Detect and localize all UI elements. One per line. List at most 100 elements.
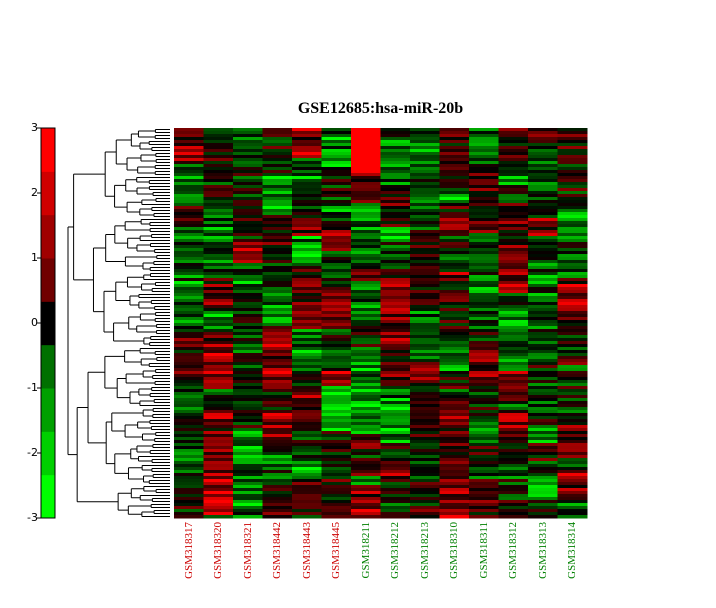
colorbar-segment xyxy=(41,171,55,216)
heatmap-cell xyxy=(498,305,529,309)
heatmap-cell xyxy=(262,461,293,465)
heatmap-cell xyxy=(292,419,323,423)
heatmap-cell xyxy=(292,239,323,243)
heatmap-cell xyxy=(557,494,588,498)
heatmap-cell xyxy=(557,464,588,468)
heatmap-cell xyxy=(262,317,293,321)
heatmap-cell xyxy=(498,224,529,228)
heatmap-cell xyxy=(528,248,559,252)
heatmap-cell xyxy=(380,347,411,351)
heatmap-cell xyxy=(557,503,588,507)
heatmap-cell xyxy=(557,242,588,246)
heatmap-cell xyxy=(351,476,382,480)
heatmap-cell xyxy=(262,416,293,420)
heatmap-cell xyxy=(292,512,323,516)
heatmap-cell xyxy=(469,338,500,342)
heatmap-cell xyxy=(203,161,234,165)
heatmap-cell xyxy=(380,317,411,321)
heatmap-cell xyxy=(557,404,588,408)
heatmap-cell xyxy=(203,221,234,225)
heatmap-cell xyxy=(233,164,264,168)
heatmap-cell xyxy=(557,284,588,288)
heatmap-cell xyxy=(498,482,529,486)
heatmap-cell xyxy=(439,305,470,309)
heatmap-cell xyxy=(233,494,264,498)
heatmap-cell xyxy=(203,263,234,267)
heatmap-cell xyxy=(528,311,559,315)
heatmap-cell xyxy=(321,413,352,417)
heatmap-cell xyxy=(557,185,588,189)
heatmap-cell xyxy=(439,392,470,396)
heatmap-cell xyxy=(498,164,529,168)
heatmap-cell xyxy=(174,506,205,510)
heatmap-cell xyxy=(469,311,500,315)
heatmap-cell xyxy=(174,260,205,264)
heatmap-cell xyxy=(528,251,559,255)
heatmap-cell xyxy=(321,197,352,201)
heatmap-cell xyxy=(557,140,588,144)
heatmap-cell xyxy=(351,275,382,279)
heatmap-cell xyxy=(439,311,470,315)
column-label: GSM318442 xyxy=(271,522,284,579)
colorbar-segment xyxy=(41,474,55,519)
heatmap-cell xyxy=(321,404,352,408)
heatmap-cell xyxy=(321,233,352,237)
heatmap-cell xyxy=(469,398,500,402)
heatmap-cell xyxy=(203,269,234,273)
heatmap-cell xyxy=(557,308,588,312)
heatmap-cell xyxy=(203,464,234,468)
heatmap-cell xyxy=(469,317,500,321)
heatmap-cell xyxy=(557,296,588,300)
heatmap-cell xyxy=(292,497,323,501)
heatmap-cell xyxy=(351,326,382,330)
heatmap-cell xyxy=(174,236,205,240)
heatmap-cell xyxy=(174,281,205,285)
heatmap-cell xyxy=(233,167,264,171)
heatmap-cell xyxy=(262,218,293,222)
colorbar-tick-label: -2 xyxy=(27,446,38,459)
heatmap-cell xyxy=(203,323,234,327)
heatmap-cell xyxy=(262,311,293,315)
heatmap-cell xyxy=(557,299,588,303)
heatmap-cell xyxy=(557,278,588,282)
heatmap-cell xyxy=(262,191,293,195)
heatmap-cell xyxy=(351,284,382,288)
heatmap-cell xyxy=(439,329,470,333)
heatmap-cell xyxy=(321,368,352,372)
heatmap-cell xyxy=(351,437,382,441)
heatmap-cell xyxy=(498,257,529,261)
heatmap-cell xyxy=(174,152,205,156)
heatmap-cell xyxy=(528,146,559,150)
heatmap-cell xyxy=(233,356,264,360)
heatmap-cell xyxy=(292,431,323,435)
heatmap-cell xyxy=(321,428,352,432)
heatmap-cell xyxy=(174,422,205,426)
heatmap-cell xyxy=(557,470,588,474)
heatmap-cell xyxy=(233,515,264,519)
heatmap-cell xyxy=(262,434,293,438)
heatmap-cell xyxy=(233,290,264,294)
heatmap-cell xyxy=(351,482,382,486)
heatmap-cell xyxy=(174,488,205,492)
heatmap-cell xyxy=(351,203,382,207)
heatmap-cell xyxy=(528,344,559,348)
heatmap-cell xyxy=(174,308,205,312)
heatmap-cell xyxy=(557,422,588,426)
heatmap-cell xyxy=(410,263,441,267)
heatmap-cell xyxy=(439,416,470,420)
heatmap-cell xyxy=(174,497,205,501)
heatmap-cell xyxy=(557,203,588,207)
heatmap-cell xyxy=(203,491,234,495)
heatmap-cell xyxy=(469,215,500,219)
heatmap-cell xyxy=(410,398,441,402)
heatmap-cell xyxy=(203,260,234,264)
heatmap-cell xyxy=(469,425,500,429)
heatmap-cell xyxy=(528,185,559,189)
heatmap-cell xyxy=(380,194,411,198)
heatmap-cell xyxy=(439,143,470,147)
heatmap-cell xyxy=(174,197,205,201)
heatmap-cell xyxy=(439,254,470,258)
heatmap-cell xyxy=(262,413,293,417)
heatmap-cell xyxy=(439,446,470,450)
heatmap-cell xyxy=(321,482,352,486)
